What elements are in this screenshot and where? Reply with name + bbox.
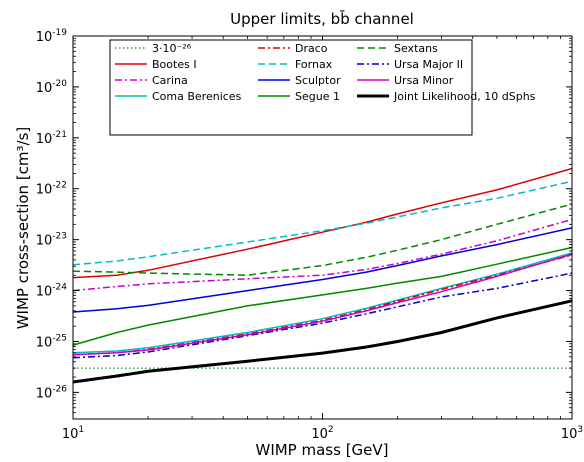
y-axis-label: WIMP cross-section [cm³/s]: [14, 127, 32, 330]
series-line-6: [72, 227, 573, 313]
y-tick-label-1: 10-25: [36, 333, 67, 350]
y-tick-label-4: 10-22: [36, 181, 67, 198]
series-line-8: [72, 203, 573, 276]
legend-box: [109, 39, 473, 136]
series-line-5: [72, 180, 573, 266]
legend-label-2: Carina: [152, 74, 188, 87]
y-tick-label-6: 10-20: [36, 79, 68, 96]
y-axis: 10-26 10-25 10-24 10-23 10-22 10-21 10-20 10-19: [36, 28, 572, 414]
plot-lines: [72, 167, 573, 384]
legend: 3·10⁻²⁶ Bootes I Carina Coma Berenices Draco…: [109, 39, 536, 136]
legend-label-0: 3·10⁻²⁶: [152, 42, 192, 55]
legend-label-9: Ursa Major II: [394, 58, 463, 71]
x-tick-label-2: 103: [561, 425, 583, 442]
y-tick-label-5: 10-21: [36, 130, 67, 147]
series-line-10: [72, 253, 573, 356]
series-line-2: [72, 218, 573, 292]
y-tick-label-2: 10-24: [36, 283, 68, 300]
legend-label-7: Segue 1: [295, 90, 340, 103]
x-axis-label: WIMP mass [GeV]: [255, 441, 388, 459]
legend-label-8: Sextans: [394, 42, 438, 55]
legend-label-4: Draco: [295, 42, 328, 55]
series-line-1: [72, 167, 573, 279]
series-line-11: [72, 299, 573, 384]
legend-label-6: Sculptor: [295, 74, 341, 87]
y-tick-label-7: 10-19: [36, 28, 68, 45]
legend-label-5: Fornax: [295, 58, 333, 71]
series-line-3: [72, 252, 573, 354]
chart-title: Upper limits, bb̄ channel: [230, 9, 414, 28]
x-tick-label-1: 102: [311, 425, 333, 442]
y-tick-label-3: 10-23: [36, 232, 67, 249]
legend-label-10: Ursa Minor: [394, 74, 454, 87]
y-tick-label-0: 10-26: [36, 384, 68, 401]
series-line-4: [72, 254, 573, 356]
legend-label-3: Coma Berenices: [152, 90, 242, 103]
legend-label-11: Joint Likelihood, 10 dSphs: [393, 90, 536, 103]
series-line-7: [72, 246, 573, 346]
x-tick-label-0: 101: [62, 425, 84, 442]
series-line-9: [72, 272, 573, 359]
legend-label-1: Bootes I: [152, 58, 197, 71]
